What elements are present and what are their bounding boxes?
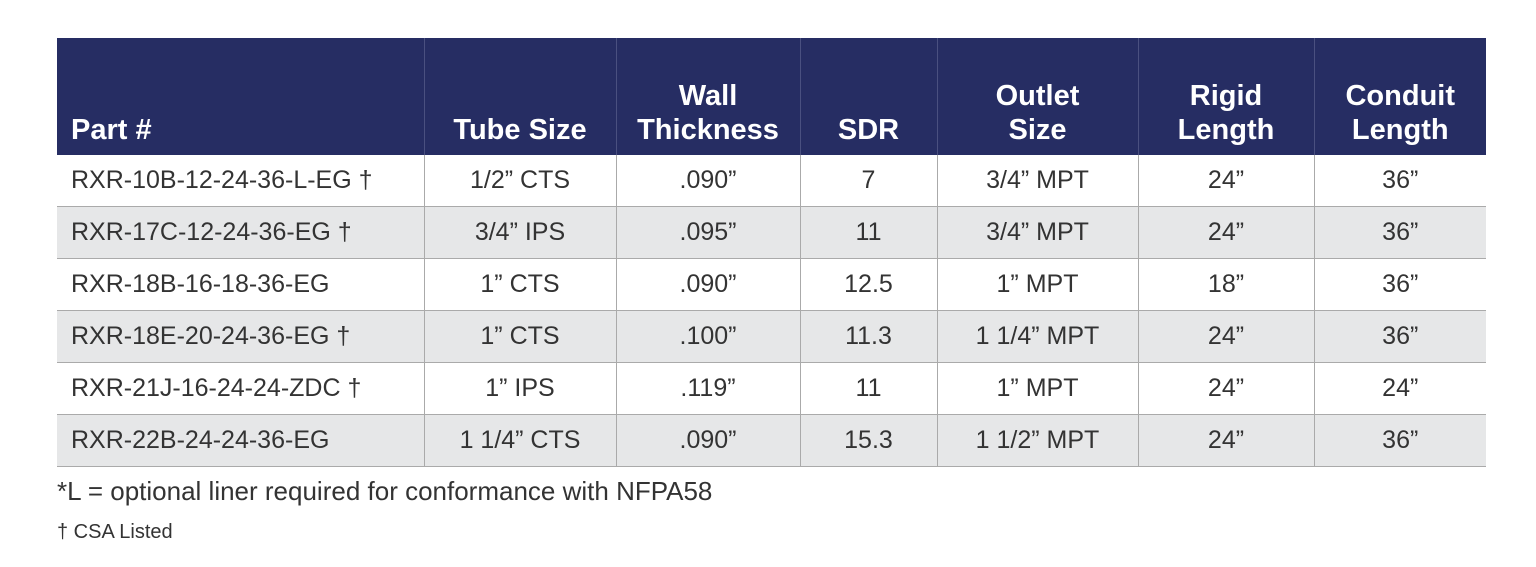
table-cell: 1” CTS — [423, 310, 616, 363]
table-cell: 12.5 — [799, 258, 937, 311]
footnote: *L = optional liner required for conform… — [57, 476, 713, 506]
header-line: SDR — [837, 114, 900, 146]
table-cell: 1 1/4” CTS — [423, 414, 616, 467]
header-line: Thickness — [637, 114, 779, 146]
header-cell: Outlet Size — [936, 38, 1138, 155]
table-cell: .100” — [615, 310, 800, 363]
table-row: RXR-21J-16-24-24-ZDC † 1” IPS .119” 11 1” MP… — [57, 362, 1486, 415]
table-row: RXR-17C-12-24-36-EG † 3/4” IPS .095” 11 3/4”… — [57, 206, 1486, 259]
table-cell: 1” MPT — [936, 362, 1138, 415]
table-cell: 36” — [1313, 155, 1486, 207]
header-line: Conduit — [1345, 80, 1455, 112]
table-cell: RXR-17C-12-24-36-EG † — [57, 206, 424, 259]
header-cell: Wall Thickness — [615, 38, 800, 155]
table-cell: 1” IPS — [423, 362, 616, 415]
spec-table: Part # Tube Size Wall Thickness SDR Outlet Siz… — [57, 38, 1486, 467]
table-cell: 1” MPT — [936, 258, 1138, 311]
header-cell: Part # — [57, 38, 424, 155]
table-cell: 1 1/2” MPT — [936, 414, 1138, 467]
header-cell: Conduit Length — [1313, 38, 1486, 155]
header-line: Tube Size — [453, 114, 587, 146]
header-line: Outlet — [995, 80, 1080, 112]
table-cell: RXR-22B-24-24-36-EG — [57, 414, 424, 467]
table-cell: 1” CTS — [423, 258, 616, 311]
table-cell: 15.3 — [799, 414, 937, 467]
table-cell: 24” — [1137, 362, 1314, 415]
table-row: RXR-10B-12-24-36-L-EG † 1/2” CTS .090” 7 3/4… — [57, 155, 1486, 207]
table-cell: RXR-10B-12-24-36-L-EG † — [57, 155, 424, 207]
table-body: RXR-10B-12-24-36-L-EG † 1/2” CTS .090” 7 3/4… — [57, 155, 1486, 467]
table-cell: 11 — [799, 362, 937, 415]
header-line: Length — [1177, 114, 1275, 146]
table-cell: 3/4” MPT — [936, 206, 1138, 259]
table-cell: 11.3 — [799, 310, 937, 363]
table-cell: 36” — [1313, 414, 1486, 467]
table-cell: 1 1/4” MPT — [936, 310, 1138, 363]
table-cell: 7 — [799, 155, 937, 207]
table-cell: 24” — [1137, 155, 1314, 207]
table-cell: 24” — [1137, 206, 1314, 259]
header-line: Wall — [678, 80, 738, 112]
table-cell: 24” — [1137, 310, 1314, 363]
table-cell: 3/4” MPT — [936, 155, 1138, 207]
table-cell: .090” — [615, 258, 800, 311]
table-cell: 1/2” CTS — [423, 155, 616, 207]
table-cell: RXR-18E-20-24-36-EG † — [57, 310, 424, 363]
table-cell: RXR-18B-16-18-36-EG — [57, 258, 424, 311]
table-row: RXR-18B-16-18-36-EG 1” CTS .090” 12.5 1” MPT… — [57, 258, 1486, 311]
table-cell: 3/4” IPS — [423, 206, 616, 259]
table-cell: .119” — [615, 362, 800, 415]
table-cell: .090” — [615, 414, 800, 467]
table-cell: .095” — [615, 206, 800, 259]
header-row: Part # Tube Size Wall Thickness SDR Outlet Siz… — [57, 38, 1486, 155]
header-cell: Tube Size — [423, 38, 616, 155]
header-line: Size — [1008, 114, 1067, 146]
table-cell: 18” — [1137, 258, 1314, 311]
table-cell: 24” — [1137, 414, 1314, 467]
table-cell: 36” — [1313, 206, 1486, 259]
table-cell: 36” — [1313, 310, 1486, 363]
table-cell: .090” — [615, 155, 800, 207]
table-cell: RXR-21J-16-24-24-ZDC † — [57, 362, 424, 415]
table-cell: 24” — [1313, 362, 1486, 415]
table-row: RXR-18E-20-24-36-EG † 1” CTS .100” 11.3 1 1/… — [57, 310, 1486, 363]
header-line: Rigid — [1189, 80, 1263, 112]
table-cell: 11 — [799, 206, 937, 259]
header-line: Part # — [71, 114, 152, 146]
header-cell: Rigid Length — [1137, 38, 1314, 155]
table-row: RXR-22B-24-24-36-EG 1 1/4” CTS .090” 15.3 1 … — [57, 414, 1486, 467]
footnote: † CSA Listed — [57, 521, 173, 543]
header-line: Length — [1351, 114, 1449, 146]
header-cell: SDR — [799, 38, 937, 155]
table-cell: 36” — [1313, 258, 1486, 311]
